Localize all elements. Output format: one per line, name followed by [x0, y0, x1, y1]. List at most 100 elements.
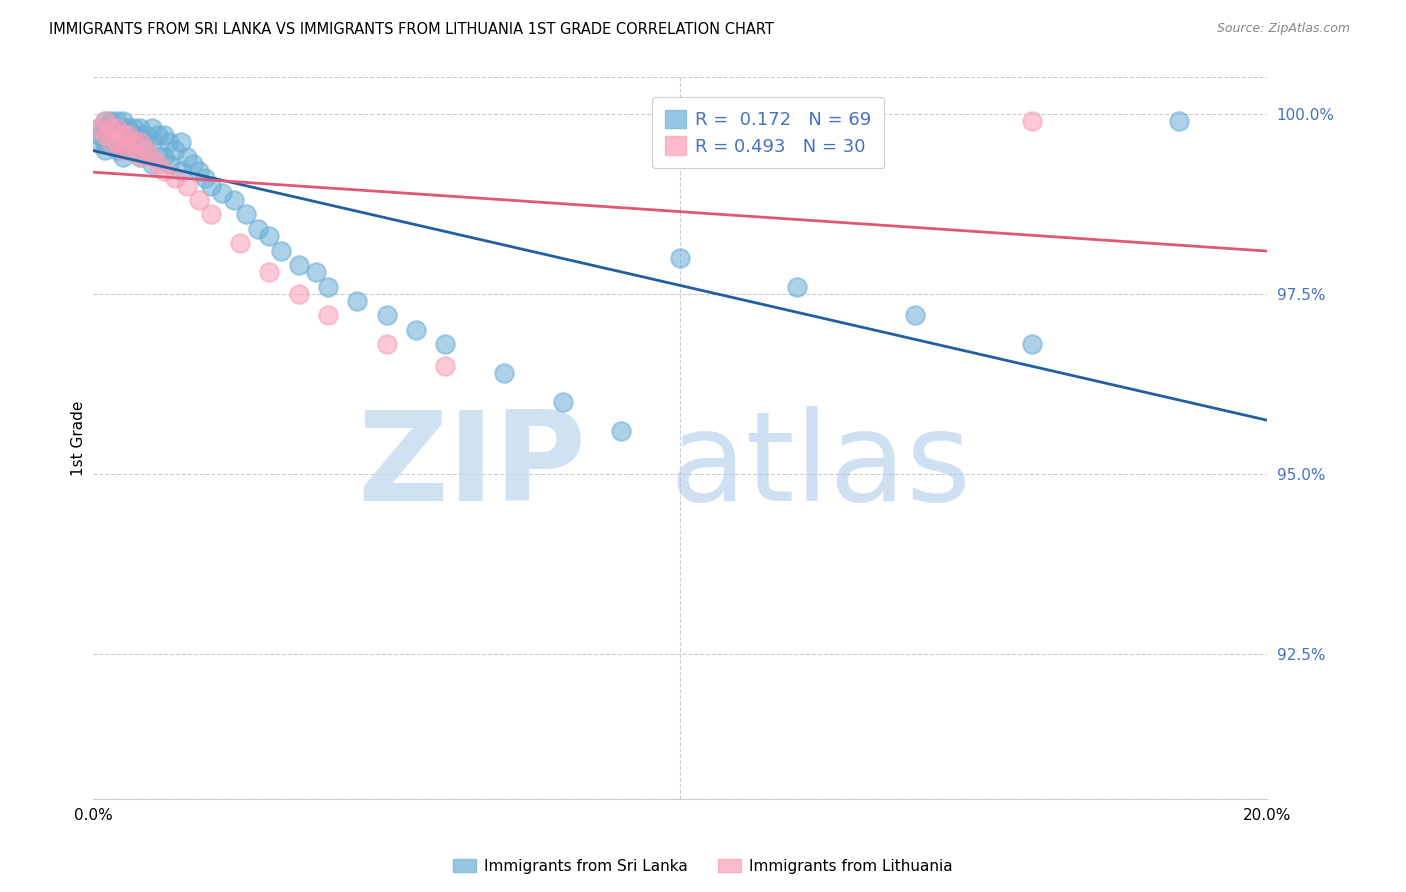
- Immigrants from Lithuania: [111, 128, 134, 143]
- Immigrants from Sri Lanka: [94, 120, 117, 135]
- Immigrants from Sri Lanka: [129, 150, 152, 164]
- Immigrants from Lithuania: [117, 143, 139, 157]
- Immigrants from Sri Lanka: [1021, 337, 1043, 351]
- Y-axis label: 1st Grade: 1st Grade: [72, 401, 86, 475]
- Immigrants from Lithuania: [122, 136, 145, 150]
- Immigrants from Sri Lanka: [170, 136, 193, 150]
- Immigrants from Lithuania: [200, 207, 222, 221]
- Immigrants from Lithuania: [434, 359, 457, 373]
- Immigrants from Lithuania: [786, 120, 808, 135]
- Immigrants from Sri Lanka: [904, 309, 927, 323]
- Immigrants from Sri Lanka: [305, 265, 328, 279]
- Immigrants from Lithuania: [129, 136, 152, 150]
- Immigrants from Lithuania: [259, 265, 281, 279]
- Immigrants from Lithuania: [129, 150, 152, 164]
- Immigrants from Sri Lanka: [111, 136, 134, 150]
- Immigrants from Lithuania: [111, 143, 134, 157]
- Immigrants from Lithuania: [316, 309, 339, 323]
- Immigrants from Sri Lanka: [94, 128, 117, 143]
- Immigrants from Sri Lanka: [94, 143, 117, 157]
- Immigrants from Sri Lanka: [117, 143, 139, 157]
- Immigrants from Sri Lanka: [152, 128, 174, 143]
- Immigrants from Lithuania: [187, 193, 209, 207]
- Immigrants from Sri Lanka: [246, 222, 269, 236]
- Text: ZIP: ZIP: [357, 407, 586, 527]
- Immigrants from Lithuania: [105, 136, 128, 150]
- Immigrants from Sri Lanka: [1168, 113, 1191, 128]
- Immigrants from Sri Lanka: [141, 157, 163, 171]
- Immigrants from Sri Lanka: [111, 120, 134, 135]
- Immigrants from Sri Lanka: [610, 424, 633, 438]
- Immigrants from Sri Lanka: [100, 136, 122, 150]
- Immigrants from Sri Lanka: [117, 120, 139, 135]
- Immigrants from Sri Lanka: [87, 136, 110, 150]
- Immigrants from Sri Lanka: [87, 128, 110, 143]
- Immigrants from Sri Lanka: [146, 150, 169, 164]
- Immigrants from Sri Lanka: [135, 128, 157, 143]
- Immigrants from Sri Lanka: [117, 128, 139, 143]
- Immigrants from Sri Lanka: [122, 120, 145, 135]
- Text: atlas: atlas: [669, 407, 972, 527]
- Immigrants from Sri Lanka: [786, 279, 808, 293]
- Immigrants from Sri Lanka: [111, 150, 134, 164]
- Immigrants from Sri Lanka: [146, 128, 169, 143]
- Immigrants from Sri Lanka: [105, 120, 128, 135]
- Immigrants from Lithuania: [141, 150, 163, 164]
- Immigrants from Sri Lanka: [122, 143, 145, 157]
- Immigrants from Sri Lanka: [346, 293, 368, 308]
- Immigrants from Sri Lanka: [100, 128, 122, 143]
- Immigrants from Sri Lanka: [375, 309, 398, 323]
- Immigrants from Sri Lanka: [669, 251, 692, 265]
- Immigrants from Sri Lanka: [141, 120, 163, 135]
- Immigrants from Sri Lanka: [316, 279, 339, 293]
- Immigrants from Lithuania: [375, 337, 398, 351]
- Immigrants from Sri Lanka: [194, 171, 217, 186]
- Immigrants from Sri Lanka: [222, 193, 245, 207]
- Immigrants from Sri Lanka: [176, 150, 198, 164]
- Immigrants from Sri Lanka: [141, 136, 163, 150]
- Immigrants from Lithuania: [1021, 113, 1043, 128]
- Immigrants from Lithuania: [287, 286, 309, 301]
- Immigrants from Sri Lanka: [181, 157, 204, 171]
- Immigrants from Sri Lanka: [551, 395, 574, 409]
- Immigrants from Sri Lanka: [129, 128, 152, 143]
- Immigrants from Lithuania: [117, 128, 139, 143]
- Immigrants from Sri Lanka: [211, 186, 233, 200]
- Immigrants from Lithuania: [94, 113, 117, 128]
- Immigrants from Sri Lanka: [94, 113, 117, 128]
- Immigrants from Sri Lanka: [259, 229, 281, 244]
- Legend: R =  0.172   N = 69, R = 0.493   N = 30: R = 0.172 N = 69, R = 0.493 N = 30: [652, 97, 884, 169]
- Immigrants from Lithuania: [87, 120, 110, 135]
- Immigrants from Sri Lanka: [152, 150, 174, 164]
- Immigrants from Sri Lanka: [405, 323, 427, 337]
- Immigrants from Sri Lanka: [100, 120, 122, 135]
- Immigrants from Sri Lanka: [159, 136, 181, 150]
- Immigrants from Sri Lanka: [105, 128, 128, 143]
- Immigrants from Sri Lanka: [122, 128, 145, 143]
- Immigrants from Lithuania: [165, 171, 187, 186]
- Immigrants from Lithuania: [135, 143, 157, 157]
- Immigrants from Lithuania: [176, 178, 198, 193]
- Immigrants from Lithuania: [146, 157, 169, 171]
- Legend: Immigrants from Sri Lanka, Immigrants from Lithuania: Immigrants from Sri Lanka, Immigrants fr…: [447, 853, 959, 880]
- Immigrants from Lithuania: [94, 128, 117, 143]
- Immigrants from Sri Lanka: [187, 164, 209, 178]
- Immigrants from Sri Lanka: [94, 136, 117, 150]
- Immigrants from Sri Lanka: [434, 337, 457, 351]
- Immigrants from Sri Lanka: [111, 113, 134, 128]
- Immigrants from Sri Lanka: [129, 120, 152, 135]
- Immigrants from Lithuania: [229, 236, 252, 251]
- Immigrants from Sri Lanka: [170, 164, 193, 178]
- Immigrants from Sri Lanka: [492, 366, 515, 380]
- Immigrants from Lithuania: [105, 120, 128, 135]
- Immigrants from Sri Lanka: [105, 143, 128, 157]
- Immigrants from Sri Lanka: [159, 157, 181, 171]
- Immigrants from Sri Lanka: [135, 143, 157, 157]
- Immigrants from Sri Lanka: [287, 258, 309, 272]
- Immigrants from Sri Lanka: [270, 244, 292, 258]
- Immigrants from Sri Lanka: [200, 178, 222, 193]
- Immigrants from Lithuania: [152, 164, 174, 178]
- Immigrants from Sri Lanka: [235, 207, 257, 221]
- Immigrants from Sri Lanka: [105, 113, 128, 128]
- Immigrants from Sri Lanka: [100, 113, 122, 128]
